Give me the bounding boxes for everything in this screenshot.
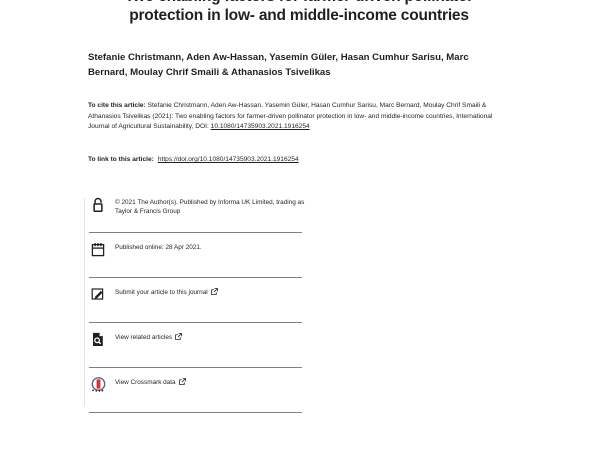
spacer bbox=[84, 278, 312, 286]
submit-article-row[interactable]: Submit your article to this journal bbox=[84, 286, 312, 312]
published-online-row: Published online: 28 Apr 2021. bbox=[84, 241, 312, 267]
external-link-icon bbox=[175, 333, 182, 343]
citation-block: To cite this article: Stefanie Christman… bbox=[88, 101, 506, 133]
spacer bbox=[84, 267, 312, 277]
spacer bbox=[84, 323, 312, 331]
divider-3 bbox=[89, 322, 302, 323]
doi-url-link[interactable]: https://doi.org/10.1080/14735903.2021.19… bbox=[157, 156, 299, 163]
article-info-list: © 2021 The Author(s). Published by Infor… bbox=[84, 196, 312, 413]
title-line-1: Two enabling factors for farmer-driven p… bbox=[84, 0, 514, 6]
external-link-icon bbox=[178, 378, 186, 388]
citation-label: To cite this article: bbox=[88, 102, 146, 109]
divider-1 bbox=[89, 232, 302, 233]
link-label: To link to this article: bbox=[88, 156, 154, 163]
related-articles-icon bbox=[89, 331, 107, 352]
divider-5 bbox=[89, 412, 302, 413]
spacer bbox=[84, 233, 312, 241]
copyright-text: © 2021 The Author(s). Published by Infor… bbox=[115, 199, 305, 216]
open-access-lock-icon bbox=[89, 196, 107, 217]
submit-pencil-icon bbox=[89, 286, 107, 307]
article-link-row: To link to this article: https://doi.org/… bbox=[88, 155, 299, 165]
crossmark-icon bbox=[89, 376, 107, 397]
vertical-rule bbox=[84, 198, 85, 406]
divider-2 bbox=[89, 277, 302, 278]
citation-doi-link[interactable]: 10.1080/14735903.2021.1916254 bbox=[210, 123, 310, 131]
crossmark-label: View Crossmark data bbox=[115, 376, 186, 388]
spacer bbox=[84, 312, 312, 322]
external-link-icon bbox=[210, 288, 218, 298]
divider-4 bbox=[89, 367, 302, 368]
author-list: Stefanie Christmann, Aden Aw-Hassan, Yas… bbox=[88, 52, 469, 78]
title-line-2: protection in low- and middle-income cou… bbox=[129, 7, 469, 24]
related-articles-label: View related articles bbox=[115, 331, 182, 343]
published-online-text: Published online: 28 Apr 2021. bbox=[115, 244, 202, 251]
spacer bbox=[84, 357, 312, 367]
citation-text: Stefanie Christmann, Aden Aw-Hassan, Yas… bbox=[88, 102, 493, 131]
copyright-row: © 2021 The Author(s). Published by Infor… bbox=[84, 196, 312, 222]
spacer bbox=[84, 368, 312, 376]
spacer bbox=[84, 402, 312, 412]
crossmark-row[interactable]: View Crossmark data bbox=[84, 376, 312, 402]
related-articles-row[interactable]: View related articles bbox=[84, 331, 312, 357]
submit-article-label: Submit your article to this journal bbox=[115, 286, 218, 298]
page-title: Two enabling factors for farmer-driven p… bbox=[84, 0, 514, 25]
spacer bbox=[84, 222, 312, 232]
calendar-icon bbox=[89, 241, 107, 262]
